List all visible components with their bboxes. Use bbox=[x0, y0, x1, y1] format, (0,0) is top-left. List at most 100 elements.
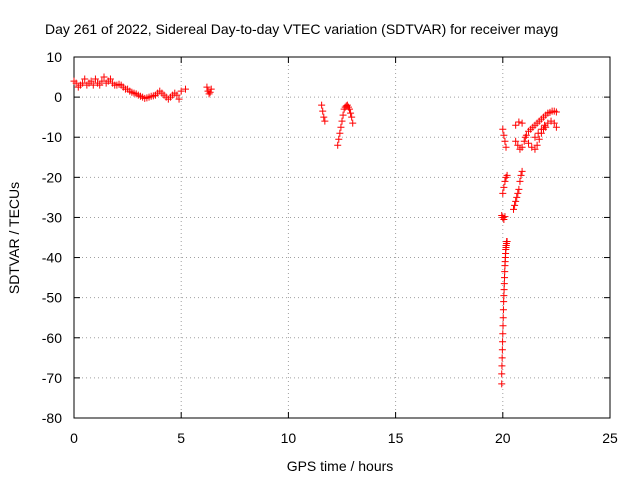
data-point bbox=[501, 177, 509, 185]
data-point bbox=[515, 185, 523, 193]
data-point bbox=[514, 189, 522, 197]
data-point bbox=[177, 87, 185, 95]
data-point bbox=[499, 306, 507, 314]
data-point bbox=[334, 141, 342, 149]
data-point bbox=[499, 338, 507, 346]
data-point bbox=[339, 111, 347, 119]
x-tick-label: 0 bbox=[70, 430, 78, 446]
series-segment-1 bbox=[70, 73, 189, 103]
data-point bbox=[513, 193, 521, 201]
data-point bbox=[319, 107, 327, 115]
data-point bbox=[512, 137, 520, 145]
data-point bbox=[349, 119, 357, 127]
x-tick-label: 15 bbox=[388, 430, 404, 446]
data-point bbox=[503, 171, 511, 179]
data-point bbox=[518, 143, 526, 151]
grid-layer bbox=[74, 57, 610, 418]
data-point bbox=[500, 280, 508, 288]
data-point bbox=[336, 129, 344, 137]
y-tick-label: -40 bbox=[42, 250, 62, 266]
y-tick-label: -10 bbox=[42, 129, 62, 145]
data-point bbox=[318, 101, 326, 109]
series-segment-4 bbox=[498, 125, 511, 388]
data-point bbox=[72, 79, 80, 87]
data-point bbox=[106, 75, 114, 83]
data-point bbox=[96, 81, 104, 89]
data-point bbox=[500, 292, 508, 300]
data-point bbox=[552, 108, 560, 116]
data-point bbox=[173, 91, 181, 99]
data-point bbox=[499, 189, 507, 197]
data-point bbox=[498, 354, 506, 362]
data-point bbox=[91, 75, 99, 83]
y-tick-label: -50 bbox=[42, 290, 62, 306]
data-point bbox=[181, 85, 189, 93]
y-tick-label: 10 bbox=[46, 49, 62, 65]
y-tick-label: 0 bbox=[54, 89, 62, 105]
data-point bbox=[207, 85, 215, 93]
data-point bbox=[516, 177, 524, 185]
data-point bbox=[521, 133, 529, 141]
data-point bbox=[510, 205, 518, 213]
series-segment-5 bbox=[510, 107, 560, 213]
data-point bbox=[517, 171, 525, 179]
chart-title: Day 261 of 2022, Sidereal Day-to-day VTE… bbox=[45, 21, 558, 37]
data-point bbox=[347, 109, 355, 117]
y-tick-label: -60 bbox=[42, 330, 62, 346]
data-point bbox=[346, 105, 354, 113]
data-point bbox=[335, 135, 343, 143]
mark-layer bbox=[70, 73, 560, 388]
data-point bbox=[552, 123, 560, 131]
data-point bbox=[100, 73, 108, 81]
x-tick-label: 25 bbox=[602, 430, 618, 446]
data-point bbox=[500, 298, 508, 306]
data-point bbox=[512, 197, 520, 205]
x-tick-label: 10 bbox=[281, 430, 297, 446]
data-point bbox=[320, 113, 328, 121]
y-axis-label: SDTVAR / TECUs bbox=[6, 182, 22, 294]
data-point bbox=[98, 77, 106, 85]
data-point bbox=[499, 330, 507, 338]
data-point bbox=[500, 183, 508, 191]
data-point bbox=[337, 123, 345, 131]
data-point bbox=[501, 274, 509, 282]
data-point bbox=[537, 129, 545, 137]
tick-layer: 0 5 10 15 20 25 10 0 -10 -20 -30 -40 -50 -60 -70 -80 bbox=[42, 49, 618, 446]
data-point bbox=[514, 141, 522, 149]
data-point bbox=[175, 95, 183, 103]
data-point bbox=[206, 88, 214, 96]
data-point bbox=[321, 117, 329, 125]
series-segment-2 bbox=[203, 83, 215, 98]
data-point bbox=[535, 135, 543, 143]
data-point bbox=[520, 137, 528, 145]
y-tick-label: -20 bbox=[42, 169, 62, 185]
data-point bbox=[498, 370, 506, 378]
data-point bbox=[525, 139, 533, 147]
x-tick-label: 5 bbox=[177, 430, 185, 446]
data-point bbox=[499, 314, 507, 322]
data-point bbox=[518, 119, 526, 127]
data-point bbox=[498, 362, 506, 370]
data-point bbox=[542, 123, 550, 131]
data-point bbox=[518, 167, 526, 175]
data-point bbox=[87, 77, 95, 85]
data-point bbox=[500, 131, 508, 139]
data-point bbox=[531, 133, 539, 141]
data-point bbox=[500, 286, 508, 294]
data-point bbox=[515, 118, 523, 126]
data-point bbox=[501, 268, 509, 276]
data-point bbox=[502, 143, 510, 151]
x-axis-label: GPS time / hours bbox=[287, 458, 394, 474]
data-point bbox=[499, 322, 507, 330]
data-point bbox=[550, 119, 558, 127]
plot-frame bbox=[73, 56, 611, 419]
data-point bbox=[79, 79, 87, 87]
data-point bbox=[503, 238, 511, 246]
data-point bbox=[203, 83, 211, 91]
x-tick-label: 20 bbox=[495, 430, 511, 446]
data-point bbox=[512, 121, 520, 129]
series-segment-3 bbox=[318, 101, 357, 149]
data-point bbox=[81, 75, 89, 83]
data-point bbox=[511, 201, 519, 209]
